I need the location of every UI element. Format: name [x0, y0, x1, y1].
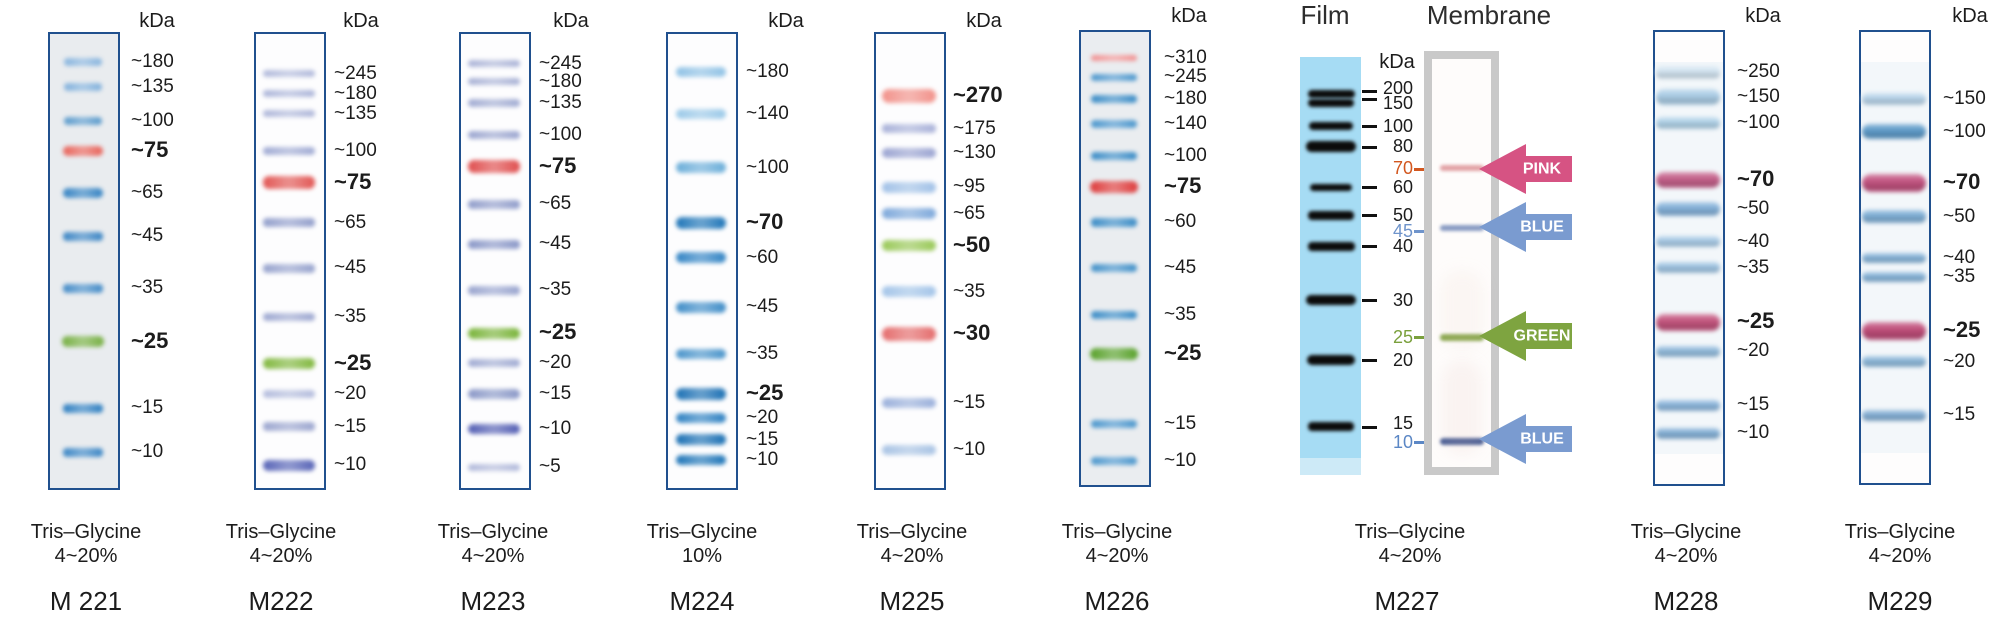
svg-text:BLUE: BLUE — [1520, 219, 1564, 236]
svg-text:BLUE: BLUE — [1520, 431, 1564, 448]
svg-text:PINK: PINK — [1523, 161, 1562, 178]
svg-text:GREEN: GREEN — [1514, 328, 1571, 345]
